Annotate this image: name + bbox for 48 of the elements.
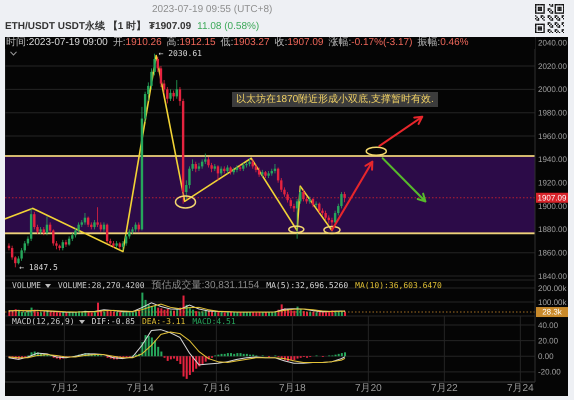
annotation: 时间:2023-07-19 09:00 — [6, 37, 108, 48]
y-tick-label: 1920.00 — [538, 178, 568, 188]
x-tick-label: 7月20 — [355, 383, 382, 394]
annotation: ← 2030.61 — [158, 49, 202, 58]
y-tick-label: 1960.00 — [538, 132, 568, 141]
annotation: 低:1903.27 — [220, 37, 270, 48]
x-tick-label: 7月12 — [51, 383, 78, 394]
text: MACD:4.51 — [192, 317, 236, 327]
y-tick-label: 1840.00 — [538, 272, 568, 281]
y-tick-label: 2020.00 — [538, 62, 568, 71]
y-tick-label: 1880.00 — [538, 225, 568, 234]
y-tick-label: 1980.00 — [538, 108, 568, 118]
text: MA(5):32,696.5260 — [266, 281, 348, 291]
y-tick-label: 200.00k — [538, 284, 568, 293]
annotation: 高:1912.15 — [166, 37, 216, 48]
y-tick-label: 0.00 — [538, 352, 554, 362]
x-tick-label: 7月22 — [431, 383, 458, 394]
series-label: DEA:-3.11 — [142, 317, 186, 327]
legend-title: VOLUME — [12, 281, 41, 291]
y-tick-label: -20.00 — [538, 368, 562, 377]
chart-title: ETH/USDT USDT永续 【1 时】 ₮1907.09 — [5, 19, 192, 33]
annotation: 以太坊在1870附近形成小双底,支撑暂时有效. — [232, 92, 438, 107]
text: 2023-07-19 09:55 (UTC+8) — [152, 4, 272, 15]
annotation: 开:1910.26 — [112, 37, 162, 48]
y-tick-label: 40.00 — [538, 320, 559, 330]
x-tick-label: 7月14 — [127, 383, 154, 394]
annotation: ← 1847.5 — [19, 262, 58, 272]
y-tick-label: 20.00 — [538, 336, 559, 346]
y-tick-label: 2000.00 — [538, 85, 568, 94]
y-tick-label: 1860.00 — [538, 248, 568, 258]
x-tick-label: 7月16 — [203, 383, 230, 394]
legend-title: MACD(12,26,9) — [12, 317, 75, 327]
text: DIF:-0.85 — [92, 317, 135, 327]
y-tick-label: 100.00k — [538, 298, 568, 307]
chart-subtitle: 11.08 (0.58%) — [197, 21, 260, 32]
annotation: VOLUME:28,270.4200 — [58, 281, 145, 291]
x-tick-label: 7月18 — [279, 383, 306, 394]
annotation: 收:1907.09 — [274, 37, 324, 48]
text: MA(10):36,603.6470 — [355, 281, 442, 291]
annotation: 预估成交量:30,831.1154 — [152, 280, 260, 291]
ref-line-label: 28.3k — [542, 308, 563, 317]
y-tick-label: 1900.00 — [538, 202, 568, 211]
annotation: 涨幅:-0.17%(-3.17) — [328, 37, 412, 48]
x-tick-label: 7月24 — [507, 383, 534, 394]
y-tick-label: 2040.00 — [538, 38, 568, 48]
annotation: 振幅:0.46% — [417, 37, 469, 48]
y-tick-label: 1940.00 — [538, 155, 568, 164]
ref-line-label: 1907.09 — [538, 193, 568, 202]
